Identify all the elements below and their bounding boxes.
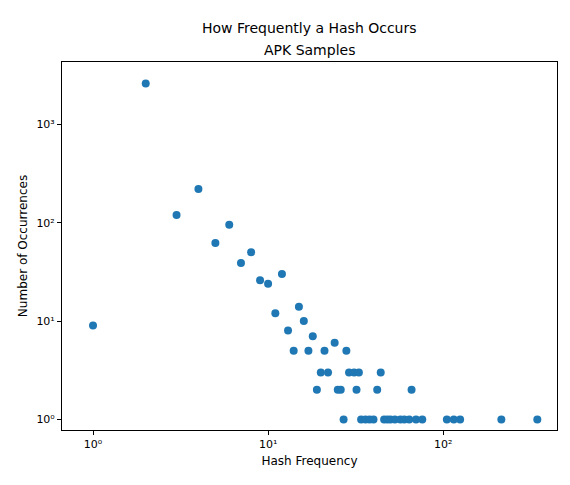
svg-text:Number of Occurrences: Number of Occurrences [16, 175, 30, 317]
svg-text:10²: 10² [36, 217, 54, 230]
svg-text:10¹: 10¹ [259, 438, 277, 451]
svg-text:APK Samples: APK Samples [264, 42, 355, 58]
svg-text:10²: 10² [434, 438, 452, 451]
svg-text:How Frequently a Hash Occurs: How Frequently a Hash Occurs [202, 20, 417, 36]
svg-text:10⁰: 10⁰ [36, 413, 55, 426]
svg-text:10³: 10³ [36, 118, 54, 131]
svg-text:10¹: 10¹ [36, 315, 54, 328]
svg-text:Hash Frequency: Hash Frequency [261, 454, 357, 468]
svg-text:10⁰: 10⁰ [84, 438, 103, 451]
